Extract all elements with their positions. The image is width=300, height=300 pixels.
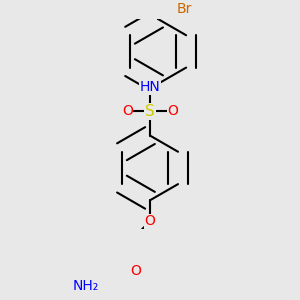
Text: O: O [167, 104, 178, 118]
Text: O: O [122, 104, 133, 118]
Text: NH₂: NH₂ [72, 279, 98, 293]
Text: HN: HN [140, 80, 160, 94]
Text: O: O [145, 214, 155, 228]
Text: Br: Br [176, 2, 192, 16]
Text: O: O [130, 265, 141, 278]
Text: S: S [145, 104, 155, 119]
